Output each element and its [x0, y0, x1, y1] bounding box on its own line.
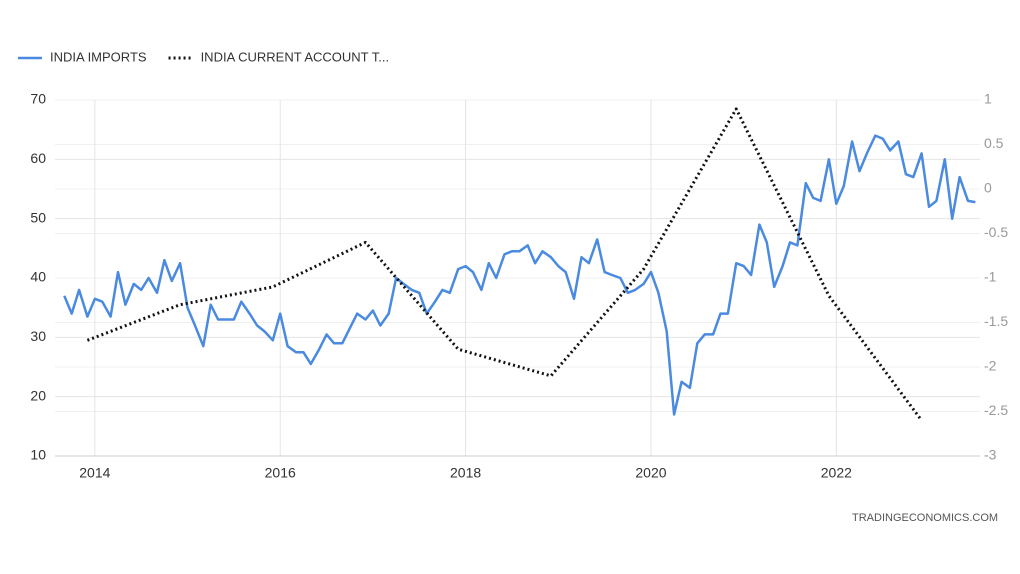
line-series [63, 134, 976, 416]
y-tick-label: 30 [30, 328, 46, 344]
y-tick-label: 40 [30, 269, 46, 285]
legend-label: INDIA CURRENT ACCOUNT T... [201, 49, 390, 64]
x-tick-label: 2020 [635, 465, 666, 481]
y-tick-label: 50 [30, 209, 46, 225]
y2-tick-label: -1 [984, 269, 997, 285]
y-tick-label: 10 [30, 447, 46, 463]
x-tick-label: 2014 [79, 465, 110, 481]
y2-tick-label: -2.5 [984, 402, 1008, 418]
y-tick-label: 60 [30, 150, 46, 166]
line-series [86, 107, 923, 422]
y-tick-label: 20 [30, 387, 46, 403]
y2-tick-label: -2 [984, 358, 997, 374]
legend-label: INDIA IMPORTS [50, 49, 147, 64]
y2-tick-label: -0.5 [984, 224, 1008, 240]
x-tick-label: 2016 [265, 465, 296, 481]
y2-tick-label: 0.5 [984, 135, 1004, 151]
x-tick-label: 2022 [821, 465, 852, 481]
y-tick-label: 70 [30, 91, 46, 107]
x-tick-label: 2018 [450, 465, 481, 481]
source: TRADINGECONOMICS.COM [852, 512, 998, 524]
y2-tick-label: -1.5 [984, 313, 1008, 329]
y2-tick-label: 0 [984, 180, 992, 196]
y2-tick-label: -3 [984, 447, 997, 463]
y2-tick-label: 1 [984, 91, 992, 107]
